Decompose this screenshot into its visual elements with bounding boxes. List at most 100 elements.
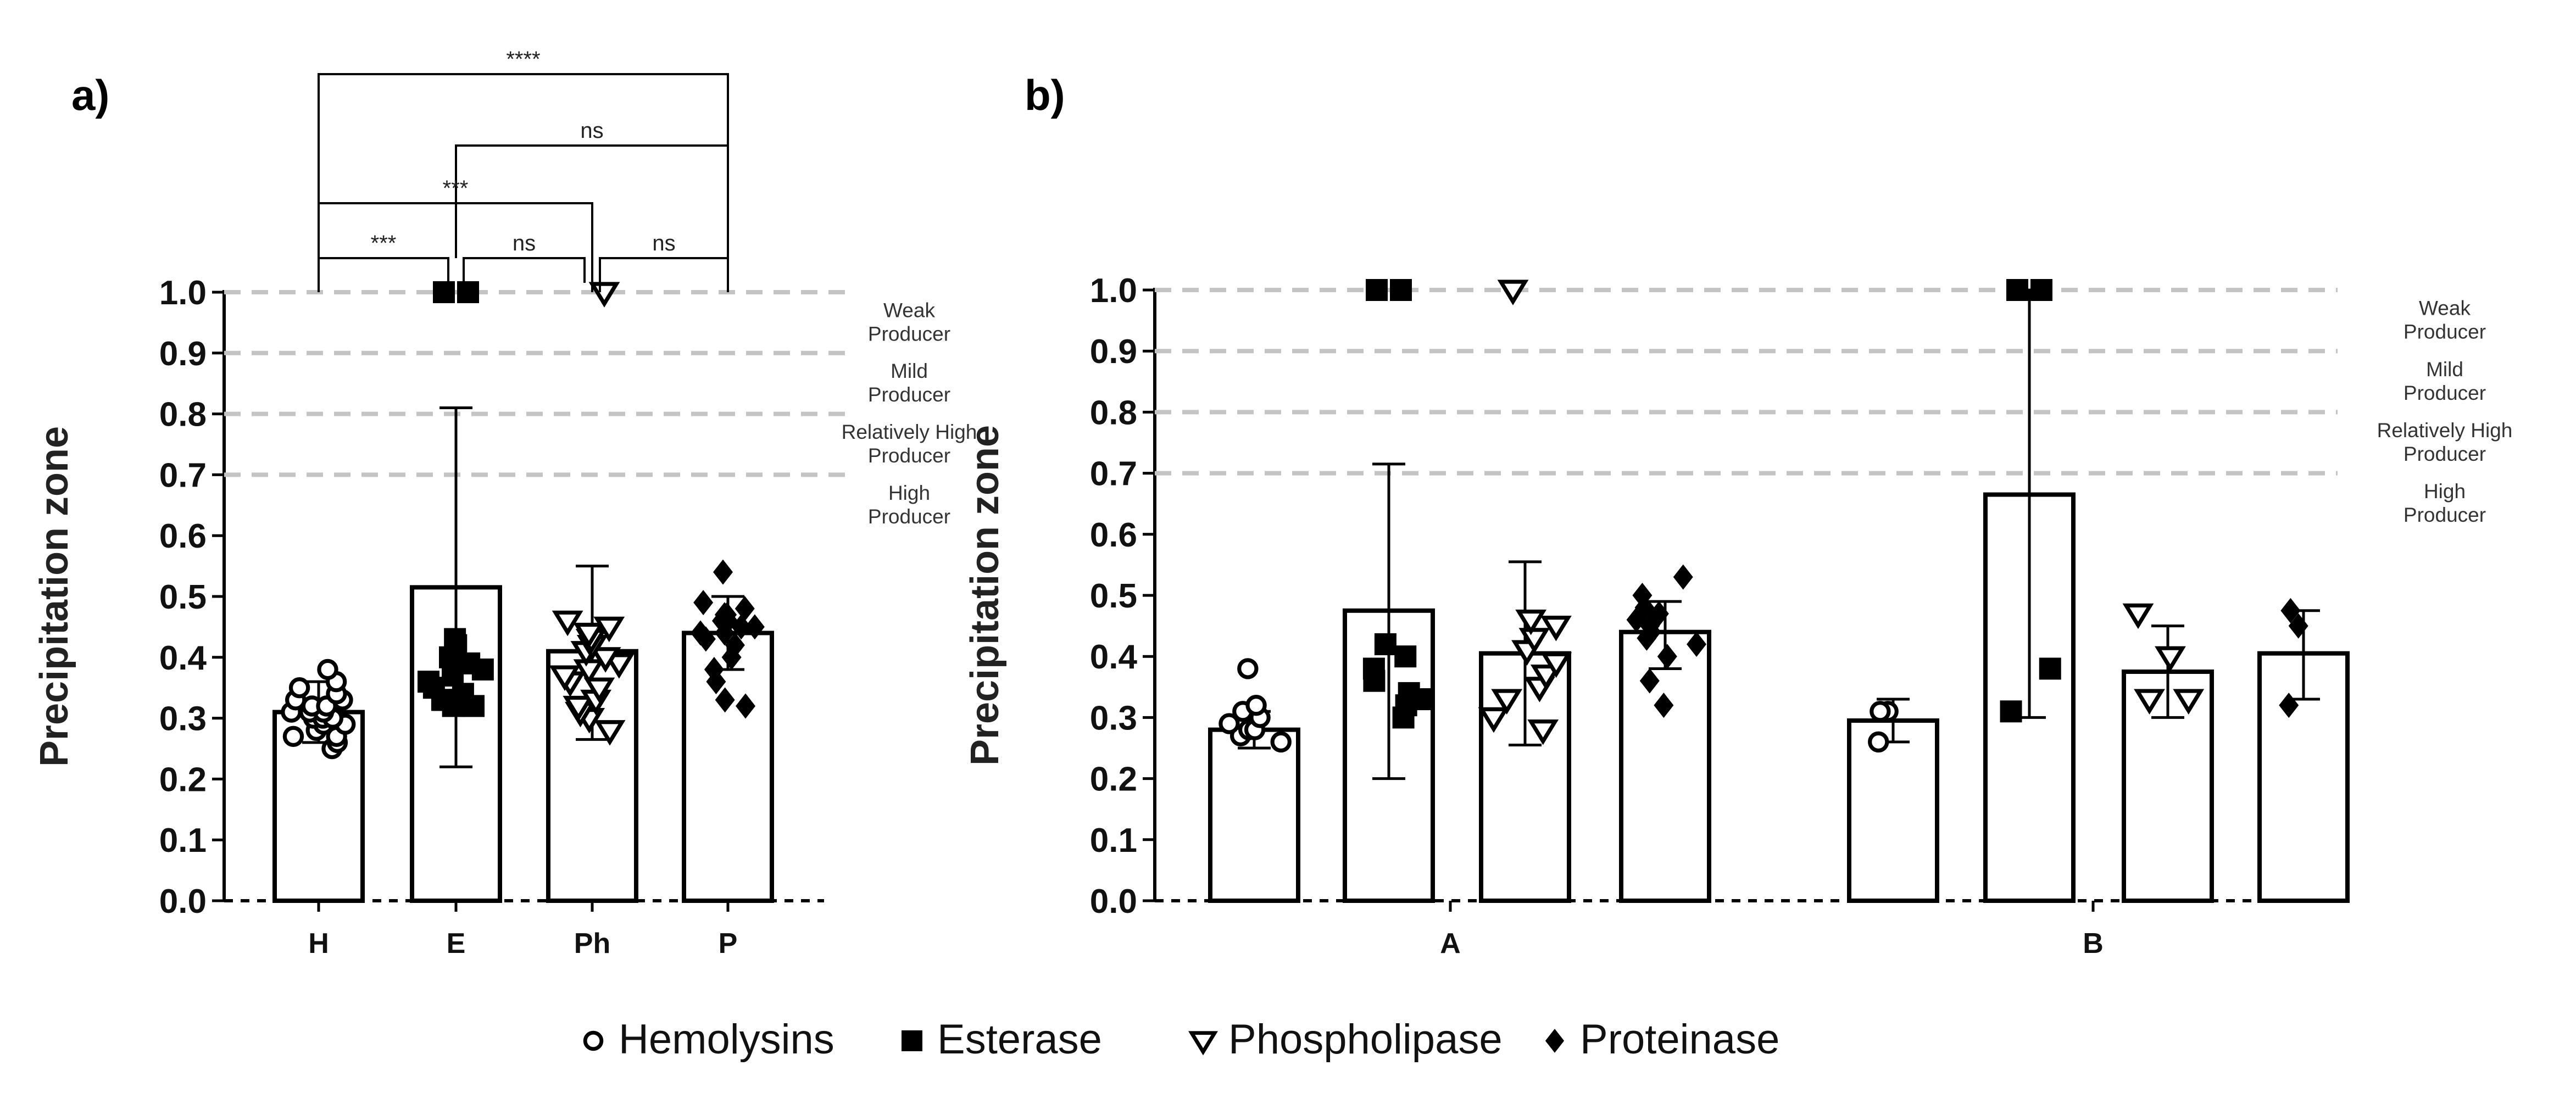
y-tick-label: 0.3: [159, 700, 207, 738]
significance-label: ***: [443, 176, 469, 200]
data-point: [2030, 279, 2052, 301]
data-point: [691, 620, 711, 646]
data-point: [583, 677, 615, 704]
data-point: [2122, 603, 2154, 629]
data-point: [1398, 682, 1420, 704]
data-point: [2155, 646, 2186, 672]
legend-marker: [1188, 1031, 1218, 1056]
data-point: [282, 726, 304, 748]
y-tick-label: 0.2: [1090, 761, 1137, 799]
data-point: [594, 720, 626, 746]
data-point: [693, 590, 714, 616]
group-label: A: [1440, 928, 1461, 960]
data-point: [1245, 694, 1267, 716]
data-point: [1527, 719, 1559, 745]
data-point: [1657, 644, 1677, 670]
y-tick-label: 0.6: [1090, 516, 1137, 554]
y-tick-label: 0.0: [159, 883, 207, 921]
x-tick-label: Ph: [574, 928, 610, 960]
data-point: [1518, 628, 1550, 654]
data-point: [744, 614, 765, 640]
data-point: [2134, 689, 2165, 715]
y-tick-label: 0.8: [1090, 394, 1137, 432]
data-point: [588, 282, 620, 308]
x-tick-label: H: [308, 928, 329, 960]
bar: [682, 631, 774, 903]
significance-label: ns: [580, 119, 603, 143]
data-point: [2173, 689, 2205, 715]
zone-label: High: [888, 482, 930, 504]
y-tick-label: 0.9: [1090, 333, 1137, 371]
y-tick-label: 0.5: [1090, 577, 1137, 615]
zone-label: Producer: [2403, 504, 2486, 526]
data-point: [2279, 693, 2299, 718]
data-point: [444, 628, 466, 650]
bar: [2257, 651, 2350, 903]
data-point: [1374, 633, 1397, 655]
zone-label: Producer: [868, 322, 950, 345]
data-point: [593, 616, 625, 643]
y-tick-label: 1.0: [1090, 272, 1137, 310]
significance-bracket: [318, 202, 593, 292]
zone-label: Relatively High: [2377, 419, 2513, 442]
y-tick-label: 0.4: [1090, 638, 1138, 676]
zone-label: Producer: [868, 383, 950, 406]
legend-marker: [902, 1030, 922, 1051]
data-point: [317, 659, 338, 680]
data-point: [1219, 713, 1240, 734]
significance-bracket: [599, 257, 729, 292]
zone-label: Producer: [868, 505, 950, 528]
y-tick-label: 0.8: [159, 396, 207, 434]
y-tick-label: 0.4: [159, 639, 207, 677]
y-tick-label: 0.6: [159, 517, 207, 555]
data-point: [714, 602, 735, 628]
panel-b: b) Precipitation zone 0.0 0.1 0.2 0.3 0.4 0.5 0.…: [963, 71, 2512, 960]
y-tick-label: 0.1: [159, 822, 207, 860]
y-tick-label: 0.7: [1090, 455, 1137, 493]
y-tick-label: 0.2: [159, 761, 207, 799]
x-tick-label: P: [719, 928, 738, 960]
zone-label: Producer: [868, 444, 950, 467]
zone-label: Producer: [2403, 321, 2486, 343]
zone-label: Weak: [2419, 297, 2471, 320]
data-point: [1540, 615, 1572, 642]
x-tick-label: E: [447, 928, 466, 960]
data-point: [715, 687, 735, 713]
legend-label: Phospholipase: [1228, 1016, 1503, 1063]
data-point: [589, 647, 621, 673]
y-tick-label: 0.1: [1090, 822, 1137, 860]
legend: Hemolysins Esterase Phospholipase Proteinas…: [583, 1016, 1779, 1063]
zone-label: Weak: [883, 299, 935, 321]
significance-label: ****: [506, 47, 540, 71]
data-point: [2006, 279, 2028, 301]
data-point: [1654, 693, 1674, 718]
y-axis-label: Precipitation zone: [32, 426, 76, 767]
data-point: [433, 281, 455, 303]
data-point: [288, 677, 310, 699]
data-point: [1237, 658, 1259, 679]
data-point: [1270, 731, 1292, 753]
panel-a: a) Precipitation zone 0.0 0.1 0.2 0.3 0.4 0.5 0.…: [32, 47, 977, 960]
y-tick-label: 1.0: [159, 274, 207, 312]
data-point: [713, 559, 733, 585]
data-point: [2000, 700, 2022, 723]
data-point: [1870, 701, 1891, 722]
zone-label: High: [2424, 480, 2466, 503]
data-point: [1632, 583, 1653, 608]
data-point: [2280, 598, 2301, 623]
significance-label: ns: [652, 231, 675, 255]
legend-marker: [583, 1030, 604, 1051]
group-label: B: [2083, 928, 2104, 960]
data-point: [1687, 631, 1707, 657]
data-point: [1362, 657, 1385, 680]
data-point: [1491, 689, 1523, 715]
data-point: [573, 622, 605, 649]
significance-label: ns: [513, 231, 536, 255]
data-point: [1868, 731, 1889, 753]
data-point: [2039, 657, 2061, 680]
data-point: [1639, 668, 1660, 694]
y-tick-label: 0.7: [159, 456, 207, 494]
data-point: [735, 596, 755, 622]
data-point: [418, 671, 440, 693]
